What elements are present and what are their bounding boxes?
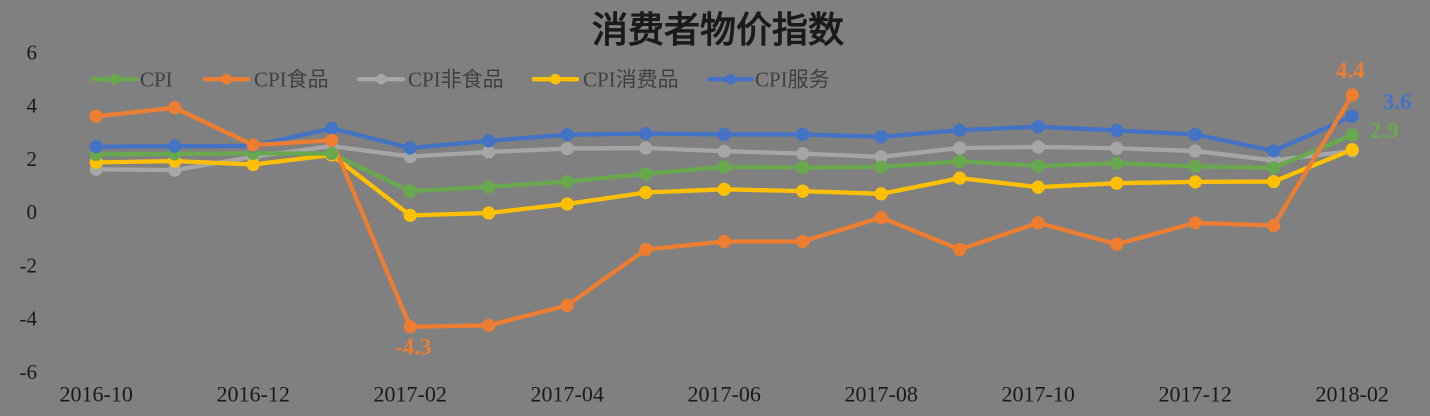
svg-text:2017-04: 2017-04 xyxy=(531,382,604,407)
svg-text:CPI食品: CPI食品 xyxy=(254,68,329,92)
svg-text:CPI服务: CPI服务 xyxy=(755,68,830,92)
svg-text:-4.3: -4.3 xyxy=(395,335,431,360)
svg-text:2: 2 xyxy=(27,147,38,171)
svg-text:2017-06: 2017-06 xyxy=(688,382,761,407)
svg-text:0: 0 xyxy=(27,200,38,224)
svg-text:3.6: 3.6 xyxy=(1383,89,1412,114)
svg-text:4.4: 4.4 xyxy=(1336,58,1365,83)
svg-text:2016-12: 2016-12 xyxy=(217,382,290,407)
svg-text:CPI: CPI xyxy=(140,68,173,92)
svg-text:2017-08: 2017-08 xyxy=(845,382,918,407)
svg-text:2017-02: 2017-02 xyxy=(374,382,447,407)
svg-text:2.9: 2.9 xyxy=(1370,118,1399,143)
svg-text:2017-12: 2017-12 xyxy=(1159,382,1232,407)
svg-text:-2: -2 xyxy=(20,254,38,278)
svg-text:-4: -4 xyxy=(20,307,38,331)
svg-text:2017-10: 2017-10 xyxy=(1002,382,1075,407)
svg-text:消费者物价指数: 消费者物价指数 xyxy=(592,9,844,50)
svg-text:-6: -6 xyxy=(20,360,38,384)
svg-text:CPI非食品: CPI非食品 xyxy=(408,68,504,92)
svg-text:2018-02: 2018-02 xyxy=(1316,382,1389,407)
svg-text:CPI消费品: CPI消费品 xyxy=(583,68,679,92)
svg-text:2016-10: 2016-10 xyxy=(60,382,133,407)
svg-text:6: 6 xyxy=(27,40,38,64)
svg-text:4: 4 xyxy=(27,94,38,118)
